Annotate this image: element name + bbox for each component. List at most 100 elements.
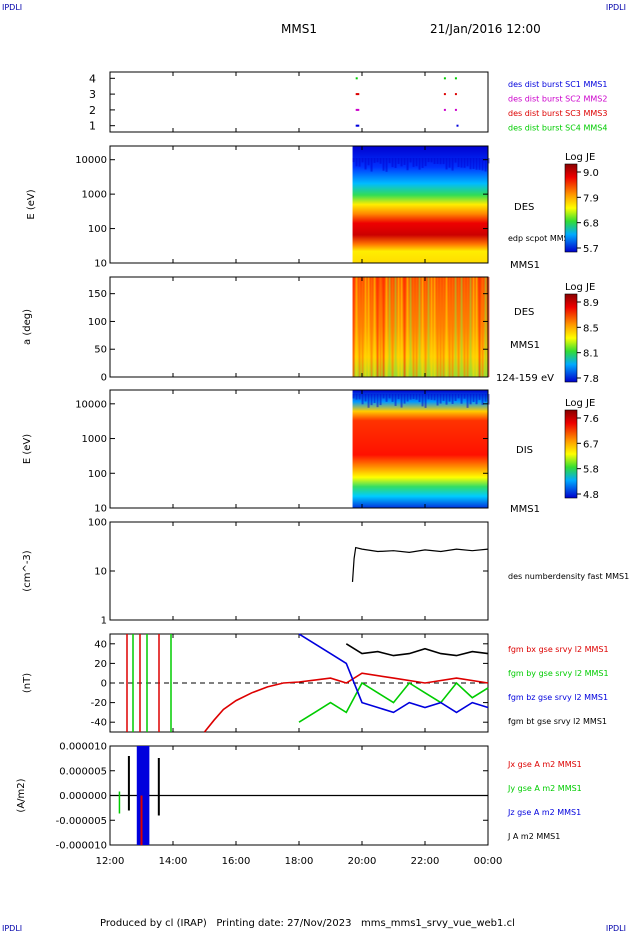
des-pitch-colorbar-tick-label: 8.1 xyxy=(583,349,599,360)
des-energy-stripe xyxy=(445,158,448,170)
burst-mark-sc4 xyxy=(443,77,446,80)
dis-energy-colorbar-tick-label: 7.6 xyxy=(583,414,599,425)
dis-energy-stripe xyxy=(391,394,394,402)
des-pitch-ylabel: a (deg) xyxy=(22,309,33,345)
burst-mark-sc1 xyxy=(456,124,459,127)
dis-energy-stripe xyxy=(403,394,406,404)
bfield-series-line xyxy=(298,633,489,714)
des-pitch-stripe xyxy=(457,277,460,377)
des-energy-stripe xyxy=(421,158,424,168)
burst-y-tick-label: 4 xyxy=(89,72,96,85)
dis-energy-y-tick-label: 10 xyxy=(94,504,107,515)
time-axis-tick-label: 20:00 xyxy=(348,856,377,867)
dis-energy-stripe xyxy=(376,394,379,408)
des-energy-stripe xyxy=(454,158,457,163)
density-frame xyxy=(109,521,489,621)
date-time-title: 21/Jan/2016 12:00 xyxy=(430,22,541,36)
des-energy-stripe xyxy=(352,158,355,163)
des-energy-stripe xyxy=(412,158,415,167)
des-pitch-stripe xyxy=(355,277,358,377)
burst-mark-sc4 xyxy=(355,77,358,80)
bfield-series-line xyxy=(345,643,489,657)
dis-energy-stripe xyxy=(457,394,460,399)
des-energy-stripe xyxy=(427,158,430,163)
des-energy-stripe xyxy=(367,158,370,166)
des-energy-stripe xyxy=(424,158,427,167)
burst-y-tick-label: 1 xyxy=(89,120,96,133)
des-energy-stripe xyxy=(436,158,439,164)
dis-energy-label: DIS xyxy=(516,445,533,456)
des-energy-stripe xyxy=(460,158,463,168)
des-pitch-stripe xyxy=(448,277,451,377)
burst-mark-sc1 xyxy=(355,124,358,127)
des-energy-stripe xyxy=(415,158,418,167)
des-pitch-stripe xyxy=(394,277,397,377)
dis-energy-stripe xyxy=(424,394,427,408)
burst-legend-entry: des dist burst SC2 MMS2 xyxy=(508,95,607,104)
dis-energy-stripe xyxy=(487,394,490,405)
des-pitch-label: DES xyxy=(514,307,534,318)
des-pitch-stripe xyxy=(397,277,400,377)
des-pitch-stripe xyxy=(478,277,481,377)
dis-energy-stripe xyxy=(370,394,373,406)
current-y-tick-label: 0.000000 xyxy=(59,791,107,802)
corner-label-bottom-right: IPDLI xyxy=(605,924,626,933)
current-legend-entry: Jz gse A m2 MMS1 xyxy=(507,808,581,817)
current-legend-entry: J A m2 MMS1 xyxy=(507,832,560,841)
footer-credit: Produced by cl (IRAP) Printing date: 27/… xyxy=(100,918,515,929)
time-axis-tick-label: 12:00 xyxy=(96,856,125,867)
des-energy-stripe xyxy=(391,158,394,168)
dis-energy-stripe xyxy=(382,394,385,399)
des-energy-stripe xyxy=(484,158,487,172)
des-energy-stripe xyxy=(358,158,361,167)
des-pitch-stripe xyxy=(463,277,466,377)
bfield-y-tick-label: 20 xyxy=(94,659,107,670)
des-pitch-stripe xyxy=(388,277,391,377)
des-pitch-stripe xyxy=(430,277,433,377)
burst-mark-sc2 xyxy=(443,108,446,111)
time-axis-tick-label: 00:00 xyxy=(474,856,503,867)
des-pitch-stripe xyxy=(481,277,484,377)
des-pitch-stripe xyxy=(358,277,361,377)
dis-energy-stripe xyxy=(364,394,367,402)
des-pitch-stripe xyxy=(451,277,454,377)
des-pitch-stripe xyxy=(421,277,424,377)
density-y-tick-label: 1 xyxy=(101,616,107,627)
bfield-legend-entry: fgm by gse srvy l2 MMS1 xyxy=(508,669,609,678)
des-energy-sublabel: edp scpot MMS1 xyxy=(508,234,574,243)
dis-energy-stripe xyxy=(472,394,475,402)
bfield-legend-entry: fgm bt gse srvy l2 MMS1 xyxy=(508,717,607,726)
des-pitch-stripe xyxy=(373,277,376,377)
burst-y-tick-label: 3 xyxy=(89,88,96,101)
des-pitch-stripe xyxy=(361,277,364,377)
des-energy-stripe xyxy=(379,158,382,164)
des-energy-colorbar-tick-label: 5.7 xyxy=(583,244,599,255)
dis-energy-stripe xyxy=(442,394,445,401)
dis-energy-stripe xyxy=(361,394,364,405)
density-y-tick-label: 10 xyxy=(94,567,107,578)
dis-energy-stripe xyxy=(451,394,454,404)
des-energy-spacecraft: MMS1 xyxy=(510,260,540,271)
burst-mark-sc2 xyxy=(454,108,457,111)
bfield-series-line xyxy=(203,672,489,733)
des-pitch-colorbar-tick-label: 8.5 xyxy=(583,323,599,334)
dis-energy-stripe xyxy=(466,394,469,408)
current-ylabel: (A/m2) xyxy=(16,778,27,812)
des-energy-colorbar-tick-label: 6.8 xyxy=(583,219,599,230)
des-energy-y-tick-label: 100 xyxy=(88,224,107,235)
des-energy-stripe xyxy=(382,158,385,171)
des-energy-stripe xyxy=(481,158,484,171)
des-energy-stripe xyxy=(376,158,379,163)
des-pitch-stripe xyxy=(382,277,385,377)
burst-mark-sc3 xyxy=(443,93,446,96)
des-pitch-stripe xyxy=(385,277,388,377)
des-energy-colorbar-tick-label: 7.9 xyxy=(583,193,599,204)
bfield-series-line xyxy=(298,681,489,723)
corner-label-top-left: IPDLI xyxy=(2,3,23,12)
dis-energy-stripe xyxy=(460,394,463,404)
des-energy-label: DES xyxy=(514,202,534,213)
des-energy-y-tick-label: 1000 xyxy=(82,190,107,201)
burst-mark-sc3 xyxy=(357,93,360,96)
des-pitch-stripe xyxy=(364,277,367,377)
